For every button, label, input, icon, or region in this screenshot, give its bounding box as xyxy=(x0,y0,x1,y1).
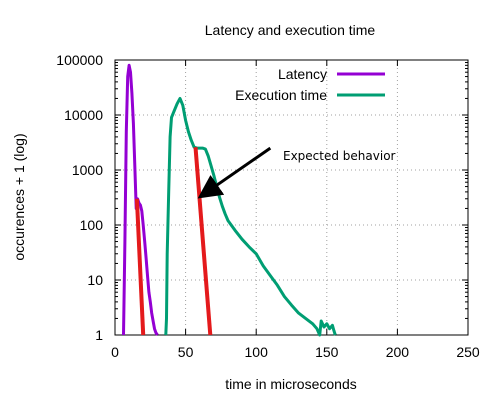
series-line-expected-1 xyxy=(193,147,213,336)
annotation-arrow xyxy=(197,146,272,199)
series-line-latency xyxy=(122,63,159,336)
x-tick-label: 0 xyxy=(111,344,119,360)
x-tick-label: 150 xyxy=(315,344,339,360)
legend-label-execution-time: Execution time xyxy=(235,87,327,103)
ticks-layer: 0 50 100 150 200 250 1 10 100 1000 10000 100000 xyxy=(56,52,480,360)
legend-label-latency: Latency xyxy=(278,66,327,82)
legend: Latency Execution time xyxy=(235,66,385,103)
y-tick-label: 1 xyxy=(95,327,103,343)
chart-title: Latency and execution time xyxy=(205,22,376,38)
x-tick-label: 50 xyxy=(178,344,194,360)
y-axis-label: occurences + 1 (log) xyxy=(11,133,27,260)
x-tick-label: 100 xyxy=(245,344,269,360)
y-tick-label: 100000 xyxy=(56,52,103,68)
grid-layer xyxy=(115,60,468,335)
y-tick-label: 10000 xyxy=(64,107,103,123)
series-layer xyxy=(122,63,337,337)
annotation-text: Expected behavior xyxy=(283,149,396,163)
annotation: Expected behavior xyxy=(197,146,396,199)
series-line-expected-0 xyxy=(134,198,146,336)
y-tick-label: 10 xyxy=(87,272,103,288)
y-tick-label: 1000 xyxy=(72,162,103,178)
x-axis-label: time in microseconds xyxy=(225,376,357,392)
y-tick-label: 100 xyxy=(80,217,104,233)
x-tick-label: 250 xyxy=(456,344,480,360)
x-tick-label: 200 xyxy=(386,344,410,360)
series-line-execution-time xyxy=(164,96,337,337)
plot-frame xyxy=(114,59,469,336)
